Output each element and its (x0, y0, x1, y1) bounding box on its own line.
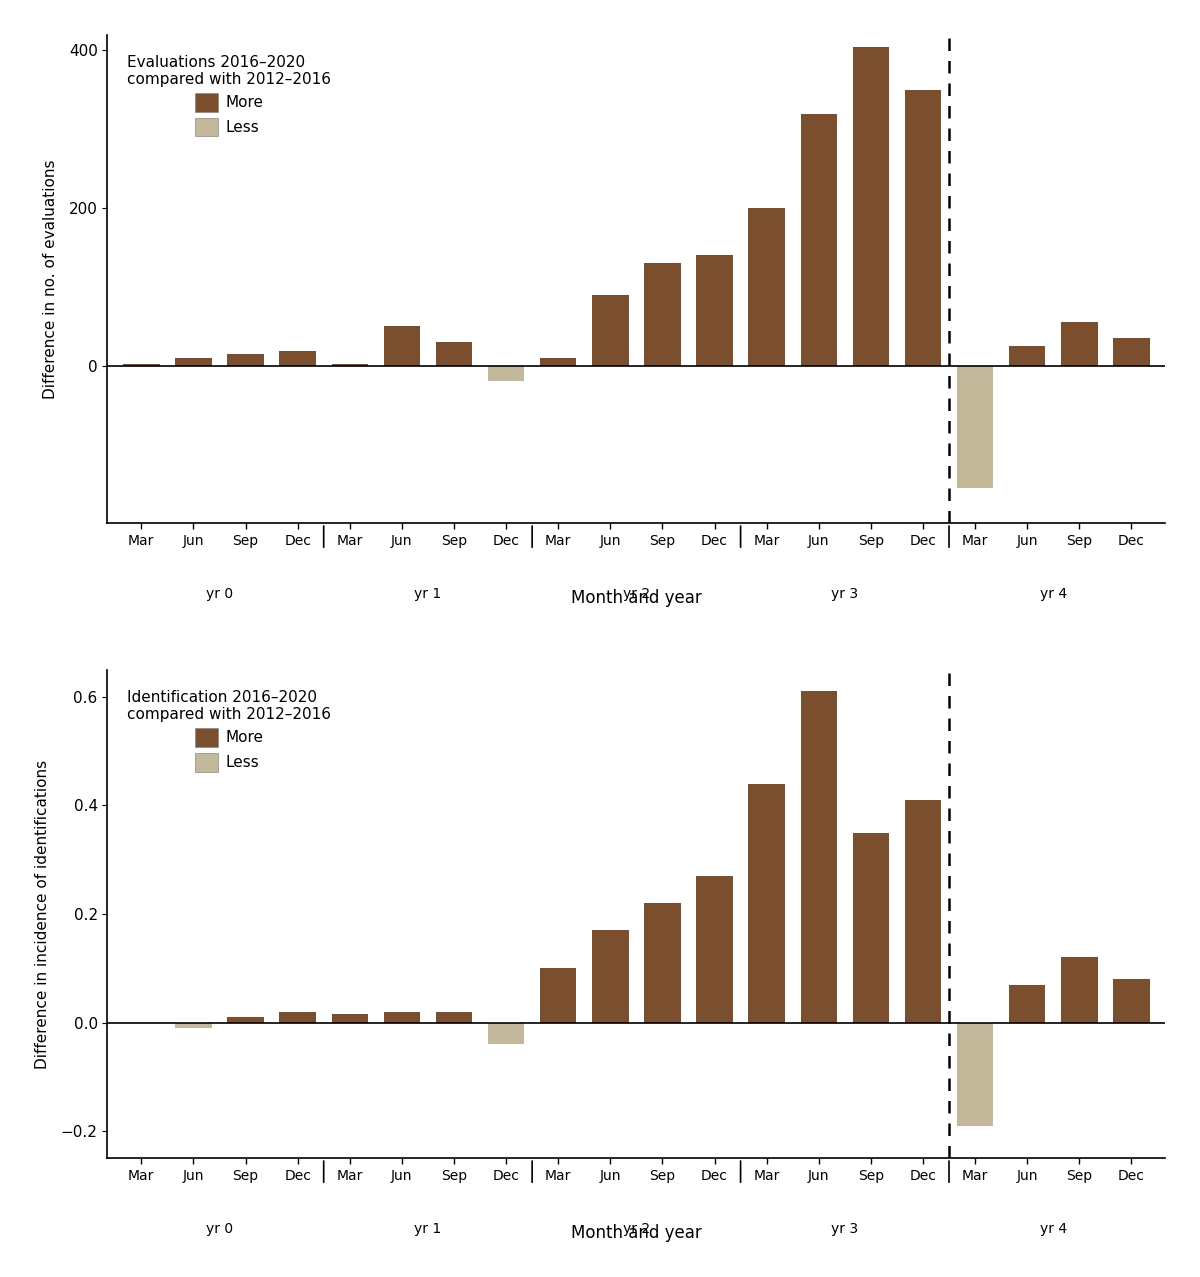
Bar (540, 358, 576, 365)
Legend: More, Less: More, Less (115, 677, 343, 784)
Y-axis label: Difference in incidence of identifications: Difference in incidence of identificatio… (35, 760, 49, 1069)
Text: yr 4: yr 4 (1039, 1222, 1067, 1236)
Bar (853, 833, 889, 1023)
Bar (1114, 979, 1150, 1023)
X-axis label: Month and year: Month and year (571, 1225, 702, 1243)
Bar (956, 1023, 994, 1125)
Bar (644, 903, 680, 1023)
Bar (227, 1016, 264, 1023)
Bar (331, 364, 368, 365)
Bar (280, 351, 316, 365)
Bar (1114, 338, 1150, 365)
Y-axis label: Difference in no. of evaluations: Difference in no. of evaluations (43, 160, 58, 398)
Bar (749, 784, 785, 1023)
Text: yr 0: yr 0 (206, 586, 233, 600)
Bar (644, 263, 680, 365)
Bar (905, 799, 941, 1023)
Bar (1061, 322, 1098, 365)
Bar (592, 930, 629, 1023)
Bar (749, 208, 785, 365)
Bar (384, 326, 420, 365)
Text: yr 3: yr 3 (832, 586, 858, 600)
Text: yr 1: yr 1 (414, 586, 442, 600)
Bar (696, 255, 733, 365)
Bar (1061, 958, 1098, 1023)
Bar (853, 46, 889, 365)
Text: yr 1: yr 1 (414, 1222, 442, 1236)
Bar (436, 342, 473, 365)
Bar (800, 691, 836, 1023)
Bar (1009, 985, 1045, 1023)
Bar (175, 1023, 211, 1028)
Bar (696, 876, 733, 1023)
Bar (956, 365, 994, 488)
Text: yr 4: yr 4 (1039, 586, 1067, 600)
Bar (175, 358, 211, 365)
Text: yr 2: yr 2 (623, 1222, 650, 1236)
Bar (436, 1011, 473, 1023)
Text: yr 0: yr 0 (206, 1222, 233, 1236)
Bar (280, 1011, 316, 1023)
Bar (124, 364, 160, 365)
Bar (800, 114, 836, 365)
X-axis label: Month and year: Month and year (571, 589, 702, 608)
Legend: More, Less: More, Less (115, 42, 343, 148)
Bar (1009, 346, 1045, 365)
Bar (592, 295, 629, 365)
Bar (384, 1011, 420, 1023)
Bar (331, 1014, 368, 1023)
Text: yr 2: yr 2 (623, 586, 650, 600)
Bar (488, 1023, 524, 1045)
Text: yr 3: yr 3 (832, 1222, 858, 1236)
Bar (488, 365, 524, 382)
Bar (905, 89, 941, 365)
Bar (540, 968, 576, 1023)
Bar (227, 354, 264, 365)
